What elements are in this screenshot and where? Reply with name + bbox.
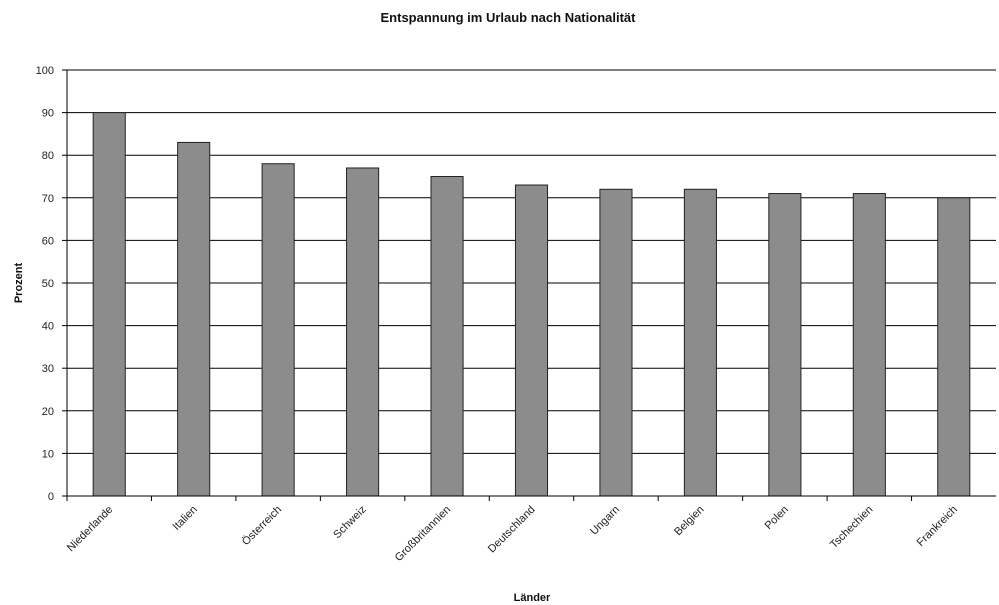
- bar: [346, 167, 380, 497]
- x-tick-label: Niederlande: [65, 504, 115, 554]
- bars: [92, 112, 971, 497]
- x-tick-label: Ungarn: [588, 504, 622, 538]
- x-tick-label: Österreich: [240, 504, 284, 548]
- bar: [683, 188, 717, 497]
- bar: [852, 193, 886, 497]
- x-tick-label: Großbritannien: [393, 504, 453, 564]
- x-axis-title: Länder: [514, 592, 551, 604]
- y-tick-label: 10: [42, 448, 54, 460]
- bar: [937, 197, 971, 497]
- bar: [177, 141, 211, 497]
- y-tick-label: 40: [42, 321, 54, 333]
- x-tick-label: Schweiz: [331, 504, 368, 541]
- bar: [261, 163, 295, 497]
- y-axis-ticks: 0 10 20 30 40 50 60 70 80 90 100: [36, 65, 67, 503]
- x-tick-label: Deutschland: [486, 504, 538, 556]
- y-tick-label: 100: [36, 65, 54, 77]
- x-axis-labels: Niederlande Italien Österreich Schweiz Großb…: [65, 496, 960, 564]
- bar: [599, 188, 633, 497]
- bar: [92, 112, 126, 497]
- x-tick-label: Frankreich: [915, 504, 960, 549]
- bar: [514, 184, 549, 497]
- y-tick-label: 80: [42, 150, 54, 162]
- x-tick-label: Italien: [171, 504, 200, 533]
- chart-title: Entspannung im Urlaub nach Nationalität: [381, 10, 637, 25]
- x-tick-label: Polen: [763, 504, 791, 532]
- y-axis-title: Prozent: [13, 262, 25, 303]
- bar: [768, 193, 802, 497]
- y-tick-label: 90: [42, 108, 54, 120]
- x-tick-label: Tschechien: [828, 504, 875, 551]
- y-tick-label: 50: [42, 278, 54, 290]
- y-tick-label: 20: [42, 406, 54, 418]
- y-tick-label: 60: [42, 235, 54, 247]
- bar: [430, 176, 464, 497]
- y-tick-label: 70: [42, 193, 54, 205]
- y-tick-label: 0: [48, 491, 54, 503]
- x-tick-label: Belgien: [672, 504, 706, 538]
- y-tick-label: 30: [42, 363, 54, 375]
